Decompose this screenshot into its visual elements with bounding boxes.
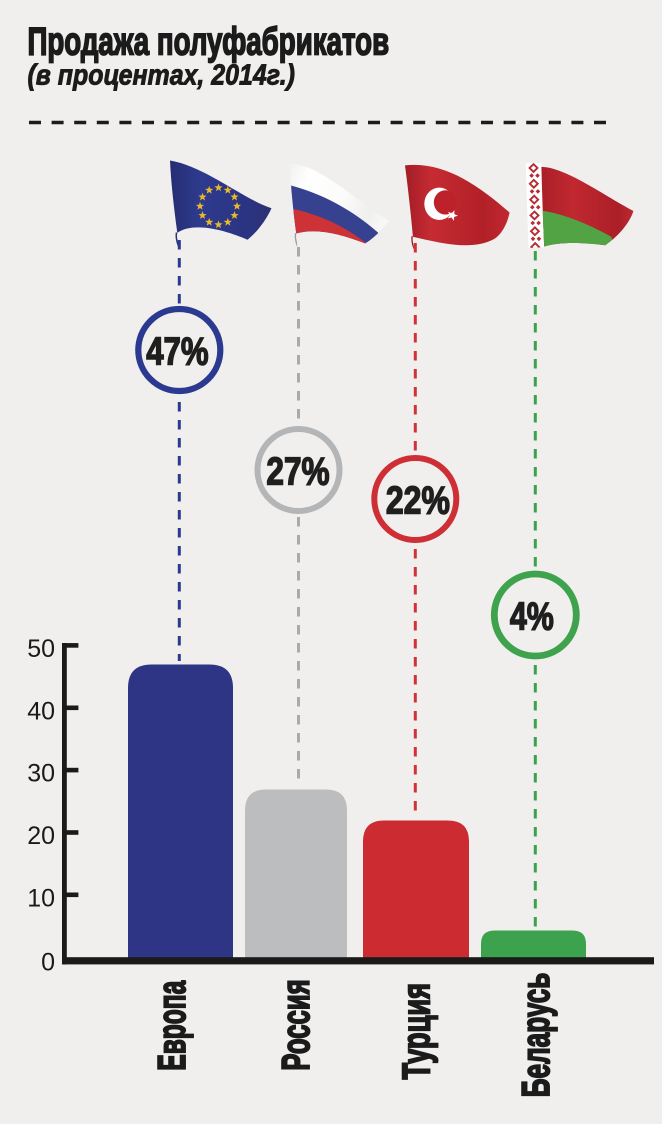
svg-text:4%: 4% [510, 595, 554, 638]
svg-text:47%: 47% [146, 330, 208, 373]
svg-text:Беларусь: Беларусь [515, 973, 558, 1098]
svg-text:Россия: Россия [275, 979, 319, 1070]
svg-text:10: 10 [27, 884, 55, 912]
svg-text:Европа: Европа [149, 980, 193, 1071]
svg-text:(в процентах, 2014г.): (в процентах, 2014г.) [28, 59, 295, 91]
svg-text:20: 20 [27, 822, 55, 850]
svg-text:40: 40 [27, 697, 55, 725]
svg-text:27%: 27% [266, 449, 329, 493]
svg-text:30: 30 [27, 760, 55, 788]
svg-text:Турция: Турция [396, 983, 439, 1080]
svg-text:22%: 22% [386, 479, 450, 523]
svg-text:0: 0 [41, 949, 55, 977]
svg-text:50: 50 [27, 635, 55, 663]
svg-text:Продажа полуфабрикатов: Продажа полуфабрикатов [28, 20, 390, 64]
